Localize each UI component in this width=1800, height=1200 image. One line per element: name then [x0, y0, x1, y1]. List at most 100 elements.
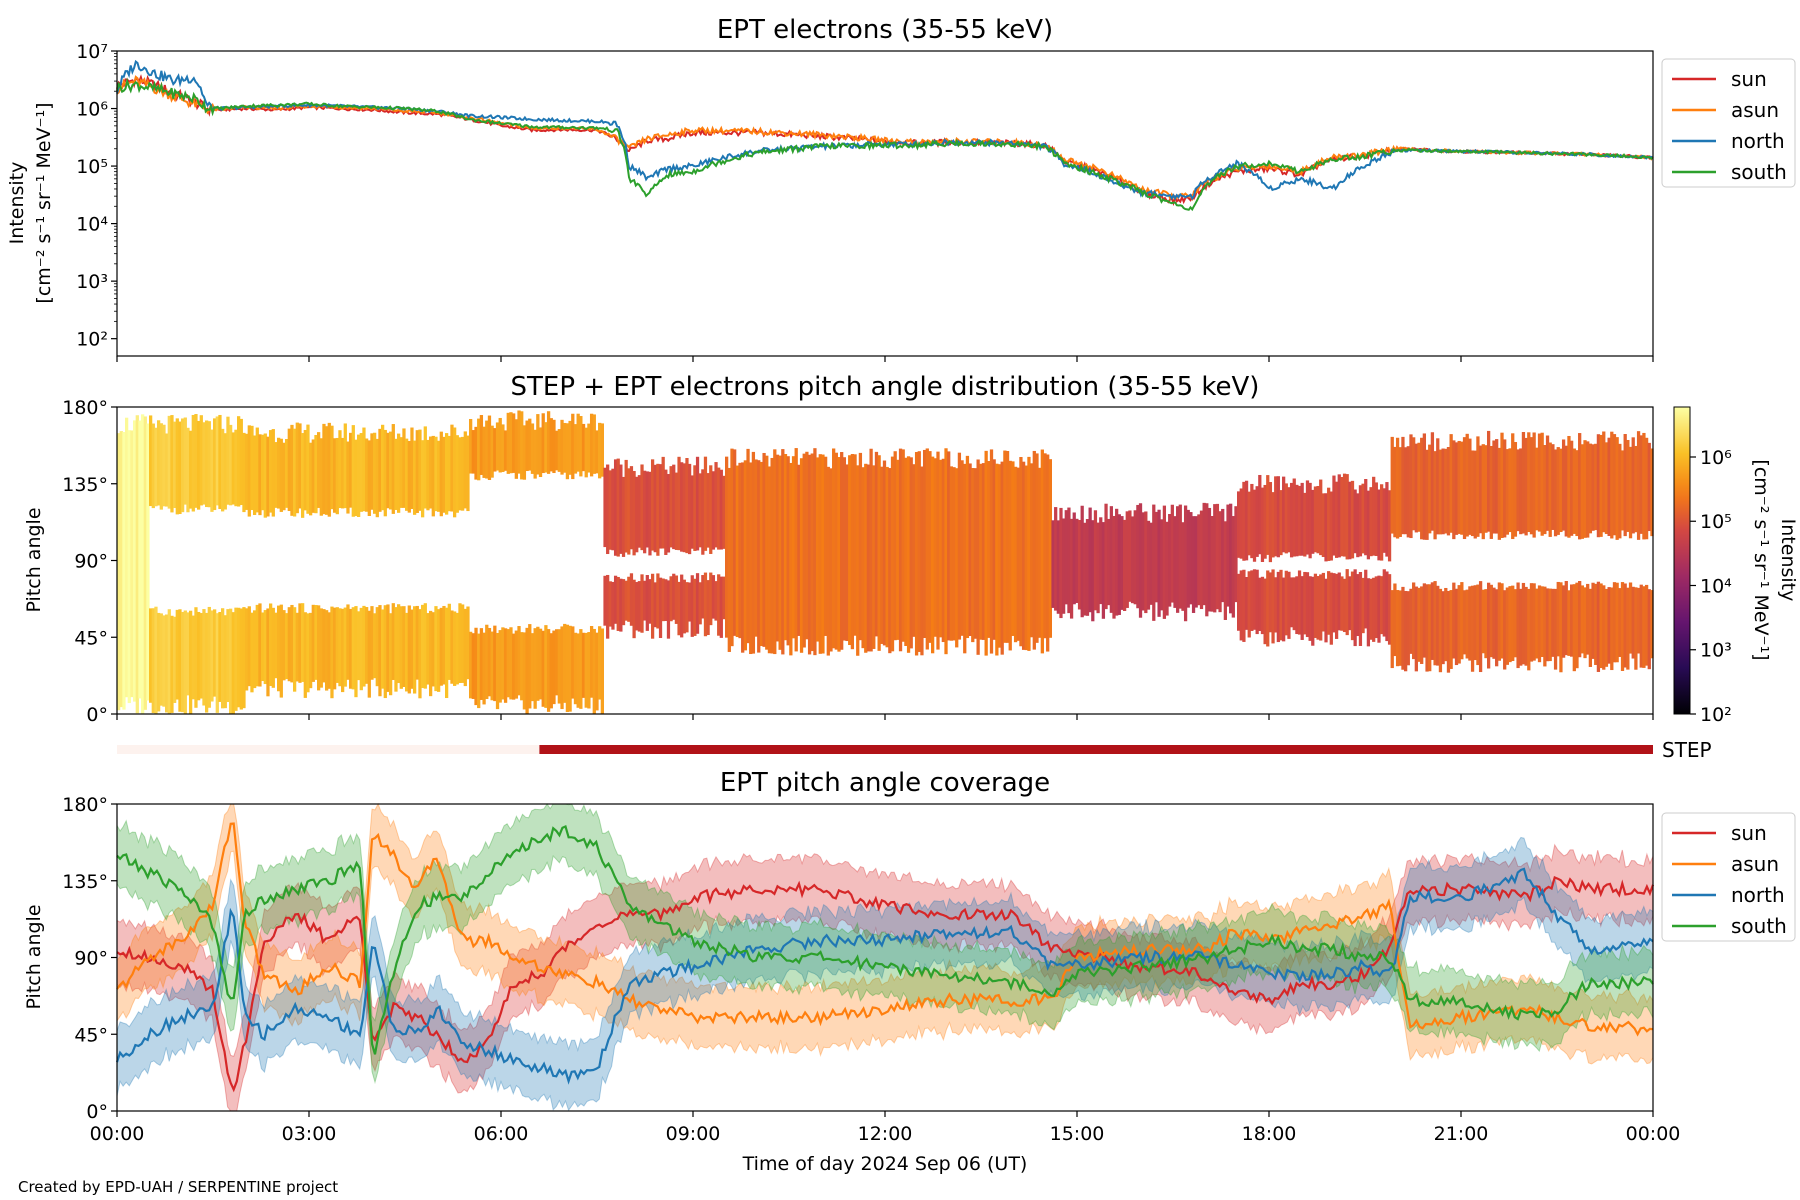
pad-cell [1551, 444, 1555, 530]
pad-cell [445, 607, 449, 699]
pad-cell [1075, 518, 1079, 603]
pad-cell [1059, 507, 1063, 619]
pad-cell [386, 432, 390, 509]
pad-cell [418, 609, 422, 699]
pad-cell [813, 448, 817, 656]
pad-cell [349, 432, 353, 508]
pad-cell [178, 609, 182, 712]
legend3-sun-label: sun [1731, 821, 1767, 845]
pad-cell [687, 582, 692, 622]
pad-cell [402, 428, 406, 508]
pad-cell [1183, 505, 1188, 622]
pad-cell [936, 451, 940, 650]
pad-cell [1446, 590, 1451, 673]
panel3-xtick-label-0: 00:00 [90, 1123, 145, 1145]
pad-cell [965, 455, 970, 639]
pad-cell [1271, 492, 1275, 558]
pad-cell [1226, 504, 1230, 607]
pad-cell [632, 470, 636, 556]
pad-cell [325, 426, 329, 515]
pad-cell [303, 429, 307, 511]
pad-cell [221, 608, 225, 709]
pad-cell [1441, 448, 1445, 535]
pad-cell [237, 416, 241, 507]
pad-cell [520, 411, 524, 480]
pad-cell [1511, 585, 1515, 661]
pad-cell [335, 607, 339, 683]
pad-cell [1263, 578, 1267, 645]
pad-cell [877, 455, 881, 651]
pad-cell [1642, 586, 1646, 668]
pad-cell [949, 466, 954, 641]
pad-cell [1170, 504, 1174, 603]
pad-cell [1260, 487, 1265, 562]
pad-cell [351, 607, 355, 690]
pad-cell [298, 603, 302, 683]
pad-cell [226, 416, 230, 505]
pad-cell [394, 607, 398, 692]
pad-cell [1428, 584, 1432, 672]
panel3-x-ticks: 00:00 03:00 06:00 09:00 12:00 15:00 18:00 21:00… [90, 1111, 1680, 1145]
pad-cell [1495, 439, 1499, 534]
pad-cell [928, 451, 932, 643]
panel2-title: STEP + EPT electrons pitch angle distrib… [511, 372, 1260, 402]
pad-cell [295, 612, 299, 682]
panel3-legend: sun asun north south [1661, 812, 1796, 942]
pad-cell [290, 424, 294, 516]
pad-cell [1586, 583, 1590, 655]
pad-cell [1295, 576, 1299, 635]
pad-cell [722, 475, 726, 549]
pad-cell [122, 432, 126, 710]
pad-cell [1556, 447, 1560, 535]
pad-cell [1109, 506, 1113, 613]
pad-cell [759, 461, 764, 647]
pad-cell [426, 613, 430, 685]
pad-cell [1497, 582, 1501, 661]
pad-cell [383, 429, 387, 517]
pad-cell [298, 423, 302, 509]
pad-cell [695, 456, 700, 551]
pad-cell [210, 610, 214, 702]
pad-cell [1128, 510, 1132, 602]
pad-cell [1436, 585, 1440, 666]
pad-cell [592, 414, 596, 474]
pad-cell [1462, 437, 1467, 540]
pad-cell [306, 613, 310, 693]
pad-cell [799, 458, 804, 653]
pad-cell [463, 608, 467, 687]
pad-cell [1545, 588, 1550, 662]
pad-cell [1276, 571, 1280, 643]
panel1-title: EPT electrons (35-55 keV) [717, 15, 1053, 45]
pad-cell [205, 612, 209, 713]
pad-cell [1316, 485, 1320, 554]
pad-cell [1244, 480, 1249, 561]
pad-cell [1644, 437, 1649, 540]
pad-cell [1470, 450, 1475, 537]
pad-cell [987, 461, 991, 638]
pad-cell [1067, 507, 1071, 614]
pad-cell [485, 624, 489, 700]
pad-cell [485, 420, 489, 479]
pad-cell [1580, 444, 1584, 539]
pad-cell [487, 415, 492, 481]
pad-cell [1634, 587, 1638, 670]
pad-cell [1239, 570, 1243, 641]
pad-cell [167, 415, 171, 509]
pad-cell [1460, 441, 1464, 535]
pad-cell [170, 615, 174, 713]
pad-cell [1457, 440, 1461, 534]
pad-cell [1300, 482, 1304, 556]
pad-cell [367, 440, 371, 516]
pad-cell [399, 606, 403, 689]
panel3-xtick-label-1: 03:00 [282, 1123, 337, 1145]
pad-cell [213, 609, 217, 697]
pad-cell [1292, 577, 1296, 631]
pad-cell [1516, 449, 1520, 532]
pad-cell [455, 612, 459, 685]
pad-cell [1623, 434, 1627, 537]
colorbar-tick-label-4: 10⁶ [1700, 447, 1732, 469]
pad-cell [722, 576, 726, 620]
pad-cell [581, 632, 586, 698]
pad-cell [632, 579, 636, 639]
